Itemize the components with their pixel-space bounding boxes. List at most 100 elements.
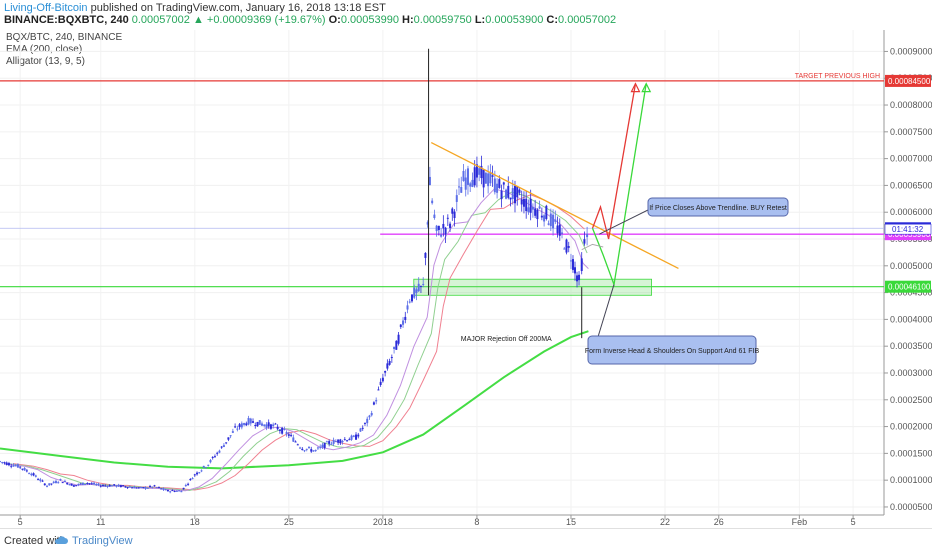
- candle-body: [534, 208, 537, 216]
- publish-info: published on TradingView.com, January 16…: [90, 2, 386, 14]
- candle-body: [122, 485, 125, 487]
- author-link[interactable]: Living-Off-Bitcoin: [4, 2, 88, 14]
- legend-ema[interactable]: EMA (200, close): [6, 44, 83, 55]
- candle-body: [211, 456, 214, 458]
- candle-body: [413, 287, 416, 298]
- time-tick-label: 25: [284, 517, 294, 527]
- candle-body: [390, 357, 393, 359]
- candle-body: [328, 441, 331, 444]
- candle-body: [569, 260, 572, 262]
- candle-body: [484, 172, 487, 184]
- high-value: 0.00059750: [413, 14, 472, 26]
- legend-alligator[interactable]: Alligator (13, 9, 5): [6, 56, 85, 67]
- candle-body: [511, 188, 514, 199]
- candle-body: [505, 189, 508, 199]
- time-tick-label: 11: [96, 517, 105, 527]
- candle-body: [84, 483, 87, 485]
- candle-body: [113, 484, 116, 486]
- candle-body: [119, 485, 122, 487]
- candle-body: [68, 484, 71, 486]
- candle-body: [70, 483, 73, 486]
- candle-body: [583, 239, 586, 244]
- close-label: C:: [546, 14, 559, 26]
- candle-body: [404, 316, 407, 321]
- candle-body: [229, 435, 232, 437]
- candle-body: [1, 461, 4, 463]
- candle-body: [576, 275, 579, 282]
- candle-body: [117, 484, 120, 487]
- candle-body: [265, 424, 268, 428]
- candle-body: [93, 482, 96, 485]
- candle-body: [249, 418, 252, 424]
- candle-body: [473, 167, 476, 186]
- candle-body: [182, 487, 185, 490]
- candle-body: [388, 361, 391, 365]
- candle-body: [334, 441, 337, 443]
- candle-body: [366, 418, 369, 424]
- candle-body: [415, 289, 418, 293]
- candle-body: [276, 426, 279, 430]
- candle-body: [151, 486, 154, 488]
- candle-body: [543, 215, 546, 222]
- candle-body: [272, 424, 275, 427]
- horizontal-lines: [0, 80, 884, 296]
- candle-body: [397, 334, 400, 344]
- candle-body: [23, 467, 26, 471]
- candle-body: [299, 447, 302, 449]
- symbol-label: BINANCE:BQXBTC, 240: [4, 14, 129, 26]
- candle-body: [292, 437, 295, 442]
- candle-body: [527, 207, 530, 213]
- support-zone: [413, 278, 652, 296]
- candle-body: [34, 475, 37, 477]
- candle-body: [231, 431, 234, 433]
- candle-body: [254, 424, 257, 426]
- candle-body: [79, 483, 82, 485]
- candle-body: [480, 165, 483, 179]
- candle-body: [431, 200, 434, 204]
- target-label: TARGET PREVIOUS HIGH: [795, 73, 880, 80]
- candle-body: [518, 189, 521, 193]
- candle-body: [475, 164, 478, 178]
- candle-body: [433, 214, 436, 219]
- close-value: 0.00057002: [558, 14, 617, 26]
- candle-body: [162, 488, 165, 490]
- candle-body: [471, 179, 474, 187]
- candle-body: [402, 320, 405, 325]
- time-tick-label: 26: [714, 517, 724, 527]
- footer-brand[interactable]: TradingView: [72, 535, 133, 547]
- support-callout-box: [587, 335, 757, 365]
- candle-body: [496, 183, 499, 193]
- candle-body: [175, 490, 178, 492]
- shoulder-sketch: [581, 243, 604, 251]
- candle-body: [28, 473, 31, 475]
- candle-body: [0, 461, 1, 463]
- candle-body: [493, 178, 496, 193]
- low-value: 0.00053900: [485, 14, 544, 26]
- footer-bar: Created with TradingView: [0, 528, 932, 551]
- candle-body: [478, 168, 481, 175]
- candle-body: [137, 487, 140, 489]
- candle-body: [428, 176, 431, 186]
- candle-body: [500, 190, 503, 200]
- candle-body: [301, 448, 304, 451]
- candle-body: [142, 487, 145, 489]
- candle-body: [489, 171, 492, 184]
- candle-body: [556, 225, 559, 234]
- candle-body: [540, 215, 543, 218]
- candle-body: [323, 442, 326, 448]
- candle-body: [243, 423, 246, 425]
- candle-body: [303, 450, 306, 452]
- candle-body: [50, 483, 53, 485]
- candle-body: [346, 440, 349, 442]
- countdown-text: 01:41:32: [892, 225, 924, 234]
- price-badge-text: 0.00046100: [888, 283, 931, 292]
- candle-body: [267, 422, 270, 427]
- candle-body: [558, 224, 561, 236]
- candle-body: [126, 487, 129, 489]
- candle-body: [146, 487, 149, 489]
- support-callout-text: Form Inverse Head & Shoulders On Support…: [585, 348, 760, 355]
